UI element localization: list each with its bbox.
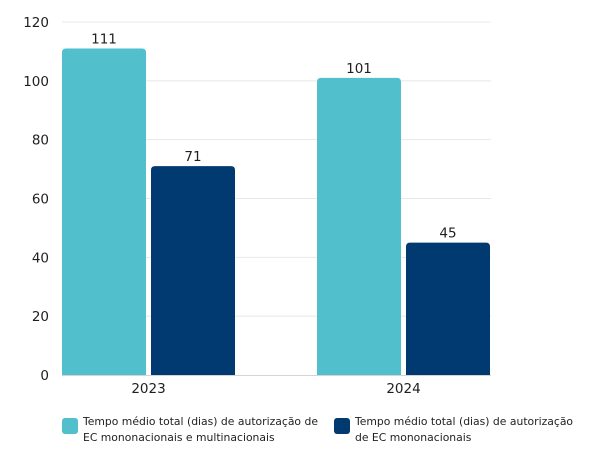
legend-swatch-series-2 [334,418,350,434]
bar-series-2-2023 [151,166,235,375]
data-label-series-1-2024: 101 [346,61,372,77]
legend-item-series-2: Tempo médio total (dias) de autorização … [334,414,584,446]
data-label-series-2-2023: 71 [184,149,201,165]
axes: 0 20 40 60 80 100 120 2023 2024 [23,15,491,397]
data-labels: 111 101 71 45 [91,31,456,241]
legend-label-series-2: Tempo médio total (dias) de autorização … [355,415,574,444]
y-tick-label: 0 [40,368,49,384]
bar-series-2-2024 [406,242,490,375]
y-tick-label: 120 [23,15,49,31]
y-tick-label: 100 [23,74,49,90]
bars [62,48,490,376]
y-tick-label: 60 [32,192,49,208]
y-tick-label: 20 [32,309,49,325]
x-tick-label: 2023 [131,381,165,397]
y-tick-label: 40 [32,250,49,266]
data-label-series-1-2023: 111 [91,31,117,47]
legend: Tempo médio total (dias) de autorização … [62,414,592,448]
legend-label-series-1: Tempo médio total (dias) de autorização … [83,415,318,444]
x-tick-label: 2024 [386,381,420,397]
legend-swatch-series-1 [62,418,78,434]
bar-series-1-2023 [62,48,146,375]
data-label-series-2-2024: 45 [439,226,456,242]
bar-series-1-2024 [317,77,401,376]
y-tick-label: 80 [32,133,49,149]
legend-item-series-1: Tempo médio total (dias) de autorização … [62,414,324,446]
